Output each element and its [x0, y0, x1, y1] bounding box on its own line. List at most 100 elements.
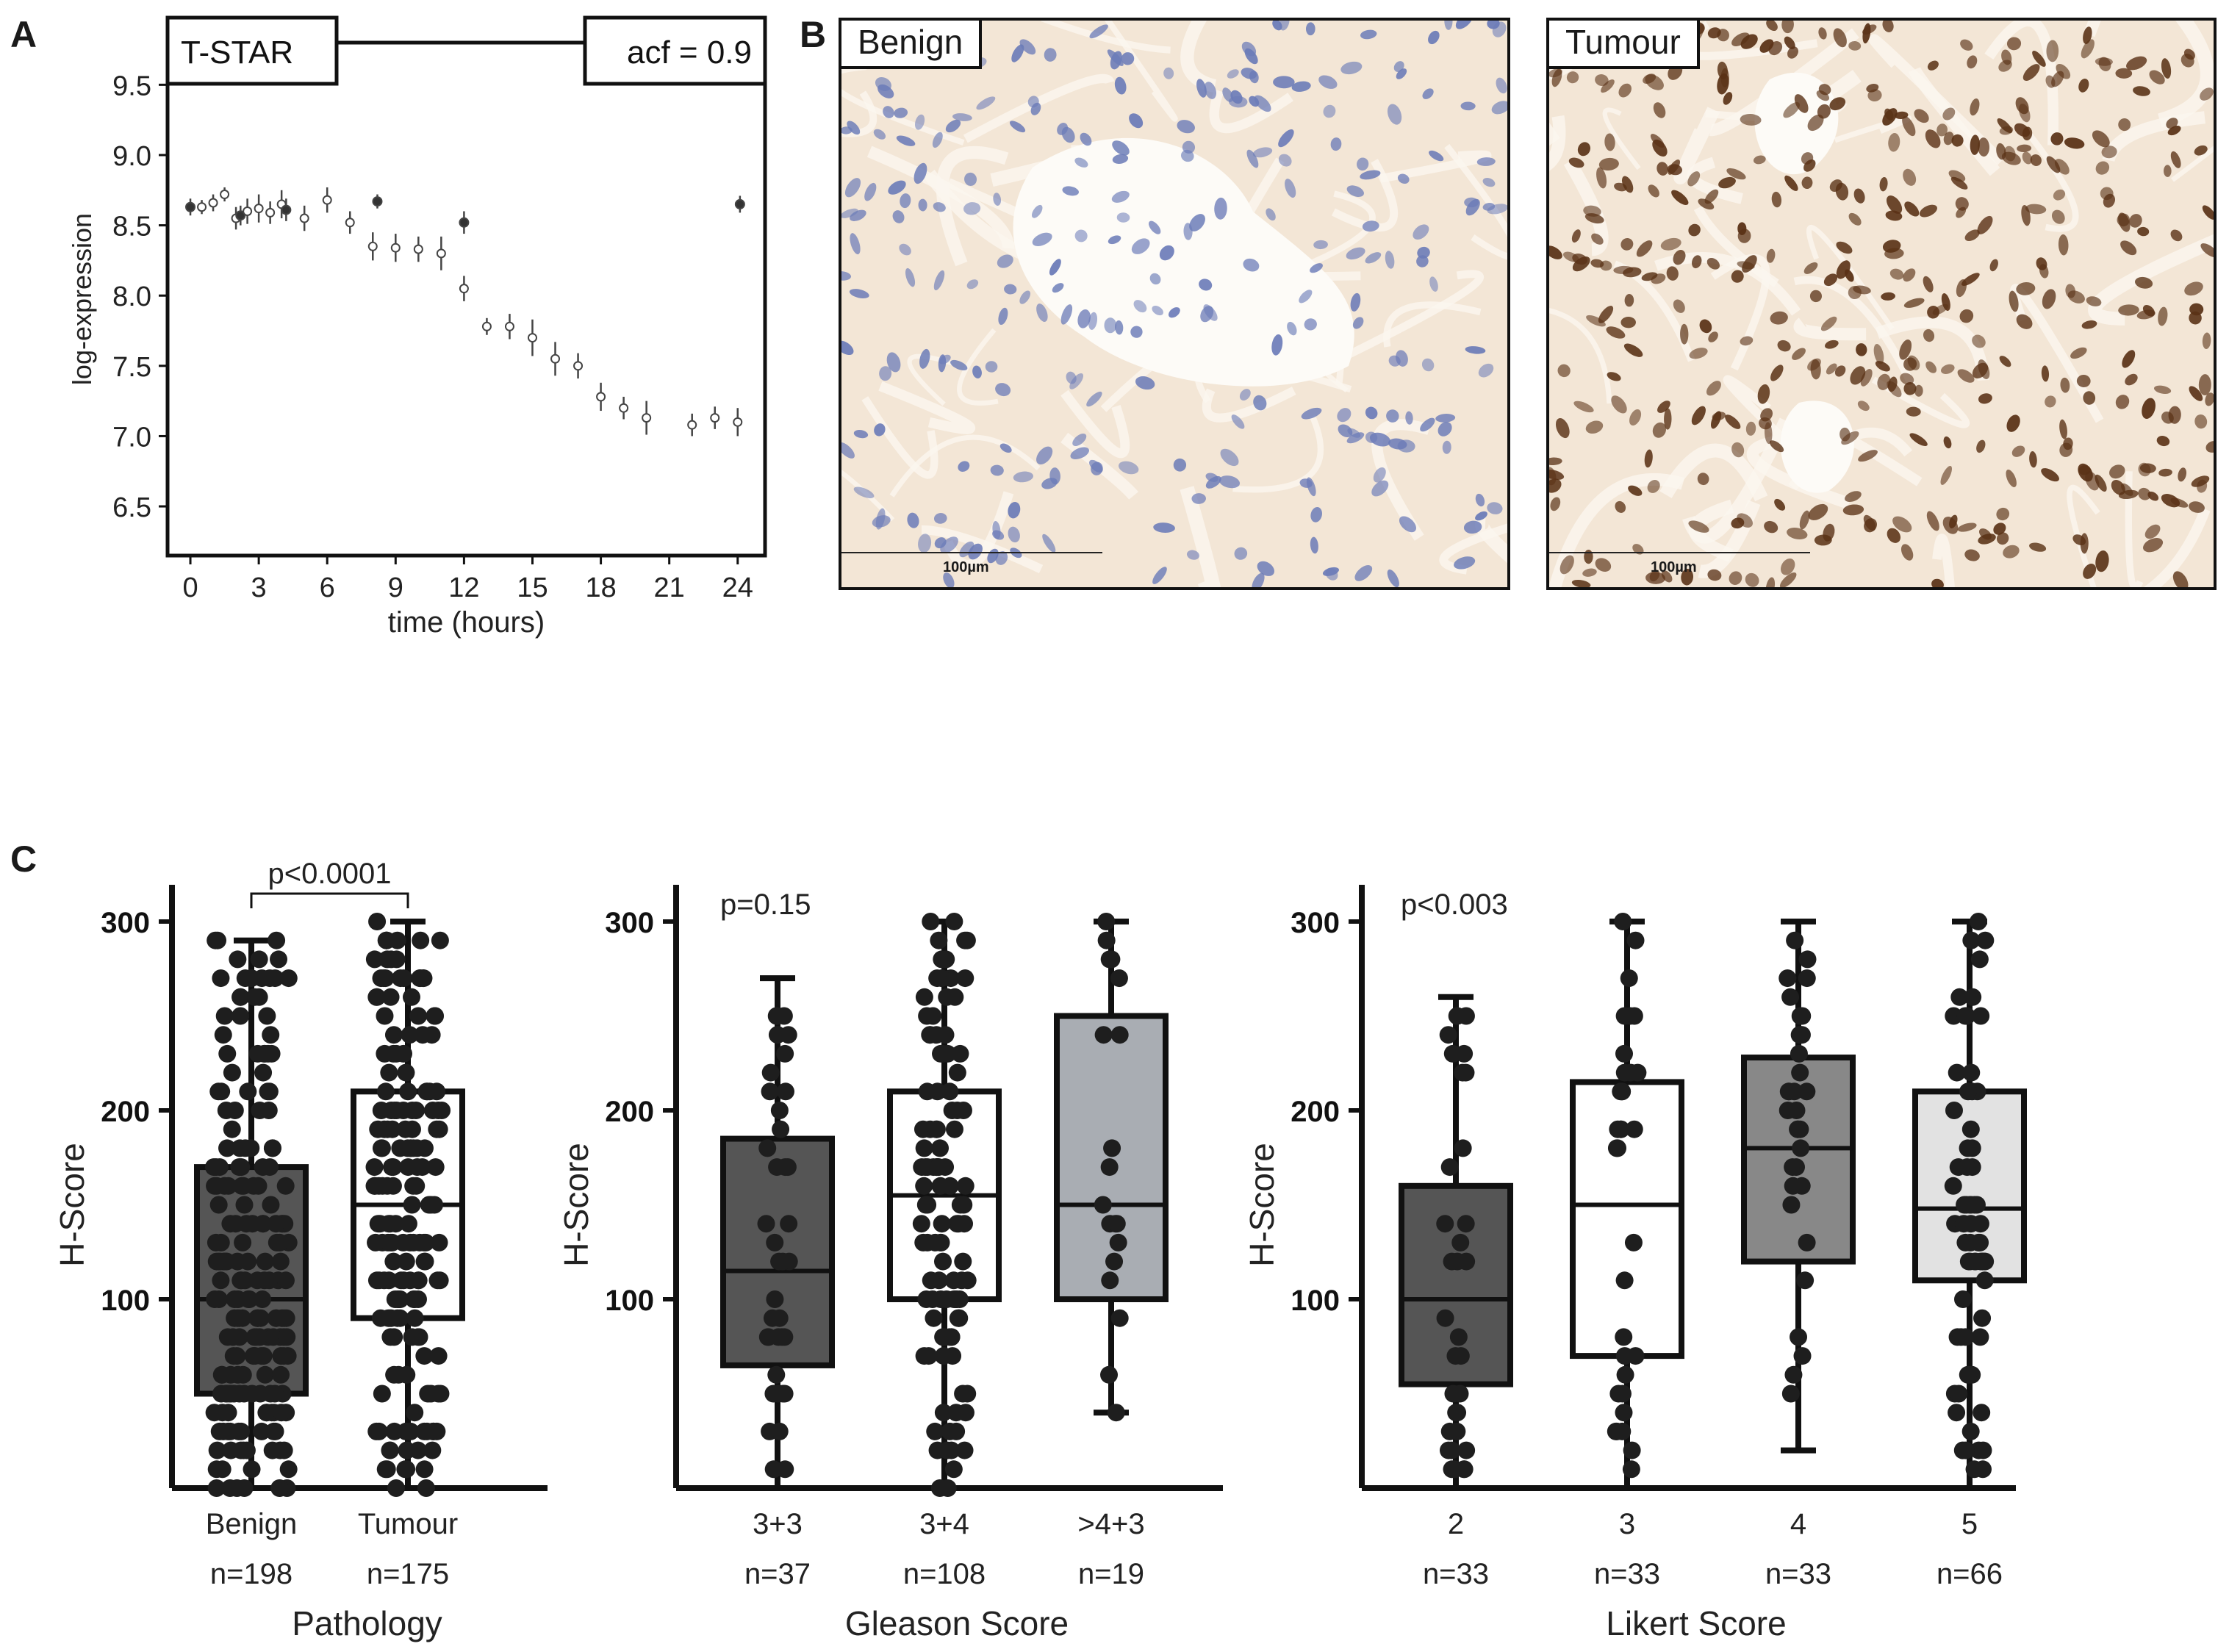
data-dot	[396, 1120, 414, 1138]
data-dot	[228, 1347, 246, 1365]
cell-nucleus	[1779, 572, 1797, 587]
data-dot	[1958, 1158, 1976, 1177]
cell-nucleus	[1784, 175, 1798, 191]
cell-nucleus	[1596, 167, 1607, 189]
data-dot	[236, 1271, 254, 1290]
cell-nucleus	[1892, 516, 1912, 533]
data-dot	[424, 1422, 442, 1440]
data-dot	[431, 1271, 449, 1290]
data-dot	[1944, 1177, 1962, 1195]
cell-nucleus	[1699, 319, 1712, 334]
cell-nucleus	[2164, 165, 2172, 177]
data-dot	[950, 1309, 968, 1327]
cell-nucleus	[1387, 569, 1399, 587]
data-dot	[399, 1158, 417, 1177]
cell-nucleus	[1927, 60, 1939, 71]
cell-nucleus	[2156, 436, 2170, 447]
cell-nucleus	[1365, 406, 1378, 420]
cell-nucleus	[1205, 473, 1218, 482]
data-dot	[757, 1215, 775, 1233]
cell-nucleus	[1049, 467, 1060, 485]
cell-nucleus	[1740, 336, 1754, 346]
cell-nucleus	[1036, 304, 1048, 322]
y-axis-label: H-Score	[53, 1143, 91, 1267]
data-dot	[1626, 1347, 1645, 1365]
cell-nucleus	[1352, 317, 1364, 329]
cell-nucleus	[1227, 69, 1239, 79]
x-tick-label: 6	[320, 572, 335, 603]
cell-nucleus	[841, 442, 855, 459]
cell-nucleus	[1853, 285, 1871, 295]
data-dot	[1972, 1007, 1990, 1025]
cell-nucleus	[1191, 493, 1206, 504]
cell-nucleus	[1688, 223, 1701, 237]
cell-nucleus	[2118, 118, 2131, 132]
cell-nucleus	[1149, 273, 1161, 285]
data-dot	[1609, 1139, 1627, 1157]
cell-nucleus	[2153, 385, 2172, 394]
data-dot	[770, 1102, 789, 1119]
data-dot	[414, 969, 432, 988]
cell-nucleus	[1997, 118, 2013, 134]
data-dot	[1965, 1252, 1984, 1271]
cell-nucleus	[1745, 572, 1759, 587]
data-dot	[401, 1026, 419, 1044]
cell-nucleus	[1104, 317, 1117, 334]
cell-nucleus	[1777, 340, 1791, 352]
cell-nucleus	[1681, 569, 1694, 586]
data-dot	[946, 988, 964, 1006]
cell-nucleus	[2129, 214, 2142, 228]
pathology-boxplot: 100 200 300 H-Score Benign n=198 Tumour n=175 Pa…	[53, 858, 548, 1642]
cell-nucleus	[1941, 364, 1955, 374]
cell-nucleus	[950, 359, 968, 371]
cell-nucleus	[1759, 39, 1774, 53]
data-dot	[1625, 1120, 1643, 1138]
cell-nucleus	[1784, 36, 1795, 49]
cell-nucleus	[1305, 22, 1315, 36]
cell-nucleus	[2030, 154, 2042, 166]
cell-nucleus	[1781, 559, 1795, 575]
cell-nucleus	[2101, 146, 2117, 159]
cell-nucleus	[1487, 502, 1503, 514]
cell-nucleus	[847, 121, 861, 135]
data-dot	[254, 1158, 272, 1177]
data-dot	[209, 1196, 228, 1214]
cell-nucleus	[1970, 98, 1980, 116]
data-dot	[218, 1139, 237, 1157]
cell-nucleus	[2042, 289, 2056, 309]
cell-nucleus	[2122, 350, 2136, 368]
data-dot	[254, 1290, 272, 1308]
cell-nucleus	[1648, 184, 1659, 198]
cell-nucleus	[2015, 97, 2029, 115]
cell-nucleus	[853, 430, 869, 439]
tissue-fiber	[1659, 443, 1768, 502]
cell-nucleus	[875, 508, 886, 530]
cell-nucleus	[1222, 87, 1233, 102]
data-dot	[256, 1252, 274, 1271]
data-dot	[1956, 1328, 1975, 1346]
data-dot	[267, 1215, 285, 1233]
data-dot	[213, 1404, 231, 1422]
cell-nucleus	[2138, 487, 2151, 500]
cell-nucleus	[1421, 358, 1435, 372]
data-point	[254, 204, 264, 214]
cell-nucleus	[1886, 195, 1903, 214]
cell-nucleus	[1615, 500, 1626, 513]
cell-nucleus	[1350, 292, 1361, 312]
group-label: 2	[1448, 1508, 1464, 1540]
cell-nucleus	[998, 307, 1008, 326]
cell-nucleus	[999, 443, 1012, 453]
tissue-fiber	[1710, 254, 1770, 371]
data-dot	[776, 1044, 794, 1063]
x-tick-label: 9	[388, 572, 403, 603]
data-dot	[223, 1063, 241, 1082]
cell-nucleus	[2170, 151, 2181, 168]
data-dot	[774, 1252, 792, 1271]
data-dot	[378, 1177, 397, 1195]
cell-nucleus	[1019, 290, 1031, 304]
cell-nucleus	[1496, 77, 1507, 94]
data-dot	[1609, 1385, 1628, 1403]
y-tick-label: 9.5	[112, 71, 151, 101]
data-point	[504, 321, 514, 331]
cell-nucleus	[1760, 408, 1773, 422]
